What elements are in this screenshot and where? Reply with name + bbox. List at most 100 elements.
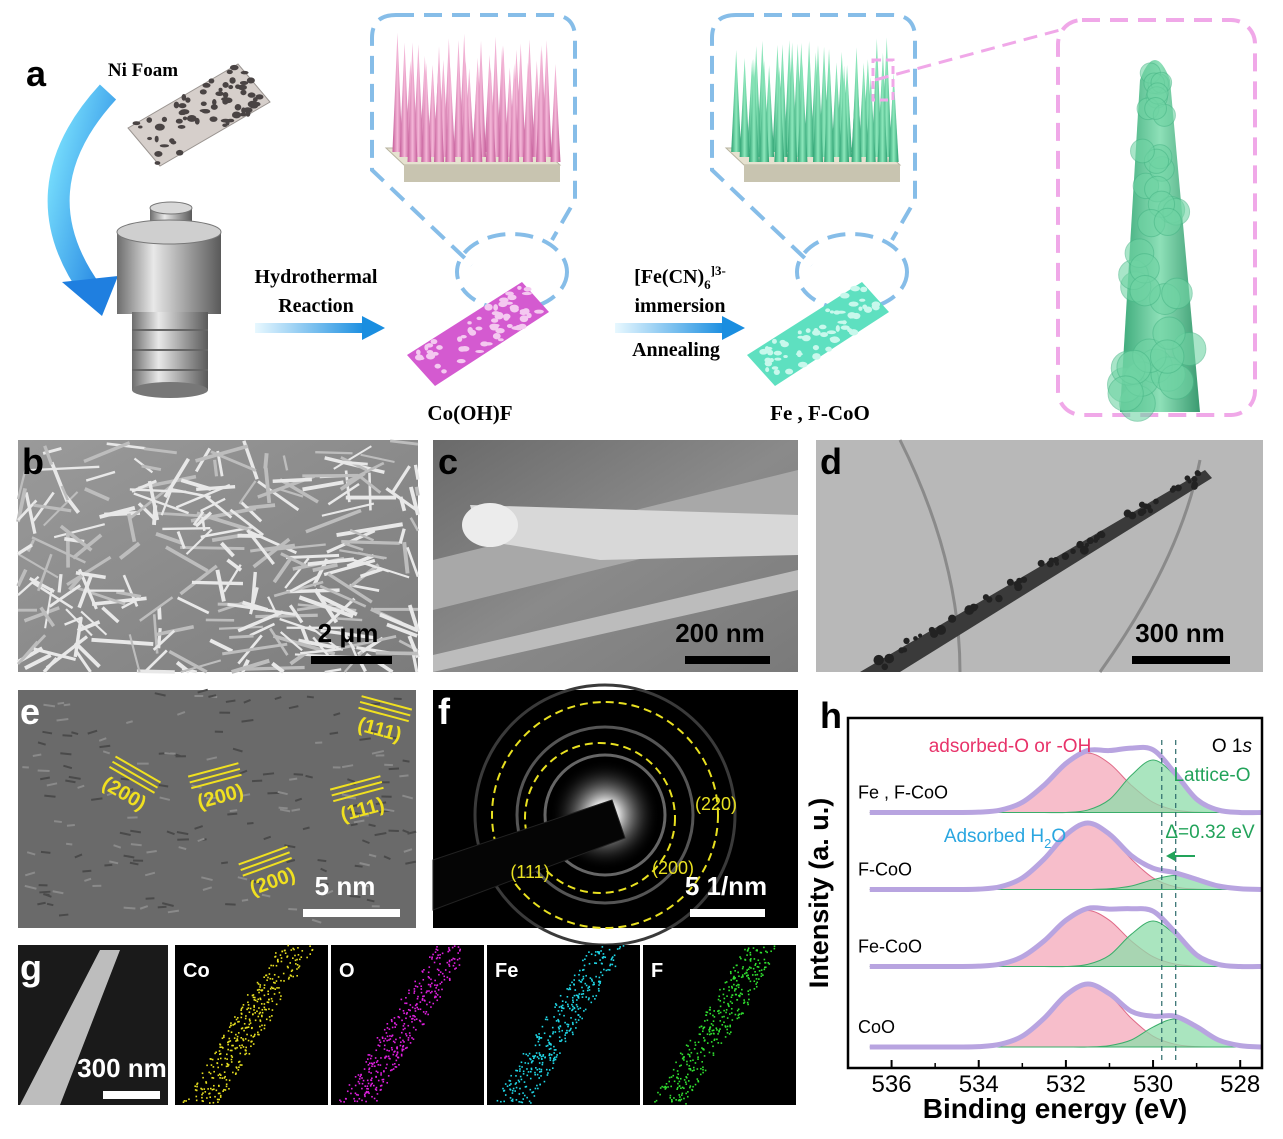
tem-particle — [1070, 548, 1076, 555]
eds-dot — [546, 1018, 549, 1021]
nanowire-texture — [76, 620, 101, 633]
foam-pore — [835, 325, 840, 332]
foam-pore — [234, 104, 242, 111]
eds-dot — [209, 1096, 211, 1099]
eds-dot — [559, 1025, 562, 1028]
eds-dot — [423, 999, 426, 1002]
eds-dot — [702, 1027, 705, 1030]
eds-dot — [399, 1036, 401, 1039]
eds-dot — [290, 949, 293, 951]
eds-dot — [371, 1077, 373, 1080]
foam-pore — [154, 150, 163, 157]
lattice-fringe — [24, 884, 37, 890]
eds-dot — [401, 1049, 404, 1052]
eds-dot — [737, 971, 739, 974]
eds-dot — [547, 1072, 549, 1074]
lattice-fringe — [202, 886, 213, 891]
eds-dot — [511, 1100, 514, 1102]
eds-dot — [729, 970, 732, 973]
foam-pore — [475, 349, 485, 353]
eds-dot — [404, 1027, 406, 1030]
eds-dot — [419, 1008, 422, 1011]
foam-pore — [246, 77, 255, 84]
plane-line — [329, 775, 381, 791]
eds-dot — [732, 976, 735, 979]
eds-dot — [520, 1101, 522, 1103]
nanowire-texture — [269, 627, 289, 656]
eds-dot — [730, 979, 733, 981]
eds-dot — [655, 1099, 658, 1102]
panel-label: b — [22, 441, 44, 482]
foam-pore — [210, 104, 218, 110]
eds-dot — [548, 1043, 551, 1045]
eds-dot — [733, 977, 736, 980]
lattice-fringe — [197, 688, 209, 694]
eds-dot — [402, 1010, 405, 1012]
eds-dot — [277, 976, 280, 978]
eds-dot — [266, 979, 268, 982]
lattice-fringe — [249, 879, 262, 885]
eds-dot — [671, 1100, 673, 1103]
eds-dot — [673, 1097, 675, 1099]
eds-dot — [260, 1029, 263, 1031]
eds-dot — [670, 1098, 673, 1101]
eds-dot — [274, 982, 276, 984]
lattice-fringe — [43, 703, 56, 708]
eds-dot — [519, 1087, 521, 1090]
eds-dot — [712, 1045, 714, 1048]
eds-dot — [598, 990, 600, 992]
step-arrow-head — [362, 316, 385, 340]
eds-dot — [684, 1081, 687, 1083]
lattice-fringe — [24, 871, 36, 877]
eds-dot — [430, 1006, 432, 1008]
eds-dot — [585, 955, 588, 957]
eds-dot — [710, 1023, 713, 1025]
eds-dot — [520, 1061, 523, 1064]
nanowire-texture — [229, 508, 265, 537]
eds-dot — [264, 1008, 266, 1011]
tem-particle — [973, 604, 979, 610]
eds-dot — [571, 1008, 574, 1011]
eds-dot — [219, 1077, 221, 1079]
eds-dot — [727, 1002, 729, 1005]
sem-tip — [462, 503, 518, 547]
eds-dot — [580, 993, 583, 996]
eds-dot — [367, 1064, 370, 1066]
foam-pore — [493, 304, 499, 311]
nanowire-texture — [155, 531, 183, 545]
foam-pore — [812, 345, 820, 351]
eds-dot — [270, 964, 272, 967]
foam-pore — [484, 303, 493, 311]
eds-dot — [564, 1037, 566, 1040]
eds-dot — [712, 1020, 715, 1022]
nanoparticle — [1144, 97, 1167, 120]
eds-dot — [749, 951, 752, 954]
eds-dot — [518, 1080, 521, 1083]
eds-dot — [683, 1056, 685, 1058]
substrate — [744, 165, 900, 182]
eds-dot — [428, 1001, 431, 1004]
foam-pore — [801, 334, 811, 342]
eds-dot — [418, 982, 421, 985]
eds-dot — [436, 956, 439, 959]
eds-dot — [253, 1004, 255, 1007]
eds-dot — [439, 996, 442, 998]
eds-dot — [683, 1097, 685, 1100]
foam-pore — [175, 118, 183, 124]
foam-pore — [497, 338, 504, 342]
foam-pore — [491, 318, 499, 323]
eds-dot — [228, 1079, 231, 1082]
eds-dot — [386, 1035, 389, 1038]
eds-dot — [515, 1069, 517, 1072]
foam-pore — [199, 109, 210, 113]
lattice-fringe — [366, 898, 375, 903]
lattice-fringe — [178, 846, 187, 851]
eds-dot — [728, 986, 730, 988]
tem-particle — [1171, 485, 1176, 490]
eds-dot — [441, 952, 444, 955]
eds-dot — [585, 974, 587, 977]
eds-element: Fe — [495, 960, 518, 982]
foam-pore — [765, 346, 773, 351]
eds-dot — [272, 987, 275, 990]
eds-dot — [602, 956, 605, 958]
